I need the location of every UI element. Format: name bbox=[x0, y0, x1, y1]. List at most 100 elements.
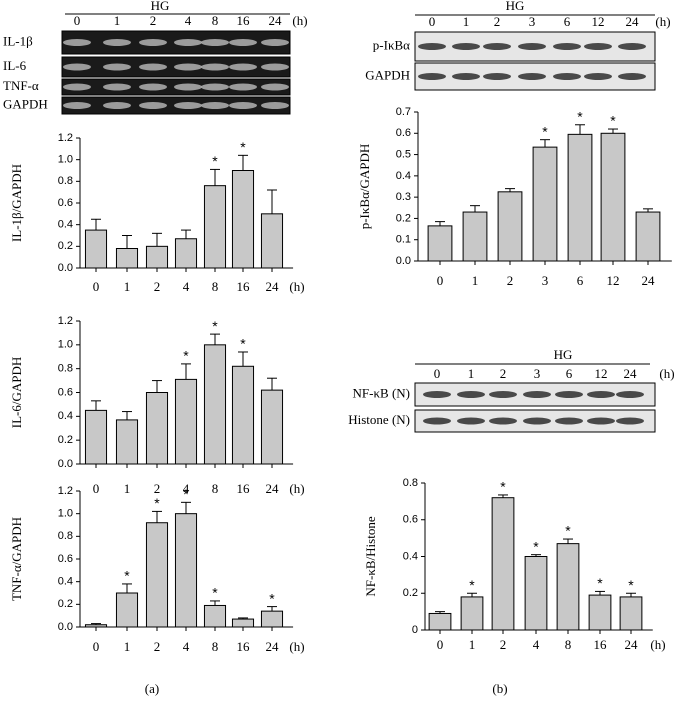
y-tick-label: 1.2 bbox=[58, 132, 73, 144]
bar bbox=[84, 229, 108, 269]
significance-marker: * bbox=[124, 568, 130, 584]
blot-band bbox=[489, 417, 517, 425]
y-axis-label: IL-1β/GAPDH bbox=[9, 164, 24, 242]
significance-marker: * bbox=[212, 318, 218, 334]
y-tick-label: 0.4 bbox=[403, 550, 418, 562]
bar bbox=[635, 211, 661, 262]
lane-label: 2 bbox=[150, 13, 157, 28]
lane-label: 1 bbox=[468, 366, 475, 381]
x-tick-label: 16 bbox=[594, 637, 608, 652]
bar bbox=[619, 596, 643, 631]
blot-band bbox=[523, 417, 551, 425]
bar bbox=[203, 604, 227, 628]
blot-band bbox=[201, 102, 229, 109]
y-tick-label: 0.4 bbox=[58, 576, 73, 588]
blot-band bbox=[139, 102, 167, 109]
blot-band bbox=[201, 39, 229, 46]
significance-marker: * bbox=[269, 590, 275, 606]
significance-marker: * bbox=[469, 577, 475, 593]
lane-label: 3 bbox=[534, 366, 541, 381]
blot-band bbox=[553, 73, 581, 80]
blot-row-label: p-IκBα bbox=[373, 37, 410, 52]
lane-unit: (h) bbox=[659, 366, 674, 381]
y-tick-label: 0.0 bbox=[58, 621, 73, 633]
blot-row-label: Histone (N) bbox=[348, 412, 410, 427]
y-tick-label: 0.6 bbox=[58, 197, 73, 209]
blot-band bbox=[518, 73, 546, 80]
blot-band bbox=[523, 391, 551, 398]
x-tick-label: 8 bbox=[212, 279, 219, 294]
x-tick-label: 16 bbox=[237, 639, 251, 654]
blot-header: HG bbox=[506, 0, 525, 13]
blot-band bbox=[201, 83, 229, 91]
blot-band bbox=[103, 83, 131, 91]
x-tick-label: 6 bbox=[577, 273, 584, 288]
y-tick-label: 0.6 bbox=[396, 127, 411, 139]
y-tick-label: 0.1 bbox=[396, 234, 411, 246]
blot-band bbox=[423, 417, 451, 425]
y-tick-label: 0.8 bbox=[403, 477, 418, 489]
y-tick-label: 0.0 bbox=[58, 262, 73, 274]
x-tick-label: 24 bbox=[642, 273, 656, 288]
significance-marker: * bbox=[183, 486, 189, 502]
blot-band bbox=[261, 63, 289, 71]
lane-label: 6 bbox=[564, 14, 571, 29]
bar bbox=[145, 392, 169, 465]
lane-label: 2 bbox=[500, 366, 507, 381]
bar bbox=[231, 170, 255, 269]
y-tick-label: 0.0 bbox=[396, 255, 411, 267]
blot-band bbox=[261, 102, 289, 109]
bar bbox=[203, 344, 227, 465]
y-tick-label: 0.2 bbox=[403, 587, 418, 599]
blot-band bbox=[174, 39, 202, 46]
y-axis-label: p-IκBα/GAPDH bbox=[357, 144, 372, 230]
lane-label: 24 bbox=[624, 366, 638, 381]
y-tick-label: 0.0 bbox=[58, 458, 73, 470]
x-tick-label: 2 bbox=[154, 639, 161, 654]
blot-band bbox=[103, 39, 131, 46]
bar bbox=[174, 513, 198, 628]
x-tick-label: 4 bbox=[183, 279, 190, 294]
blot-band bbox=[229, 39, 257, 46]
y-tick-label: 0.5 bbox=[396, 148, 411, 160]
lane-label: 12 bbox=[592, 14, 605, 29]
bar bbox=[174, 378, 198, 465]
y-tick-label: 0.8 bbox=[58, 363, 73, 375]
bar bbox=[84, 409, 108, 465]
x-tick-label: 2 bbox=[154, 481, 161, 496]
y-tick-label: 0.8 bbox=[58, 530, 73, 542]
bar bbox=[260, 389, 284, 465]
blot-band bbox=[103, 63, 131, 71]
significance-marker: * bbox=[597, 575, 603, 591]
bar bbox=[115, 419, 139, 465]
blot-row-label: GAPDH bbox=[3, 96, 48, 111]
blot-row-label: TNF-α bbox=[3, 78, 39, 93]
y-tick-label: 0.6 bbox=[58, 553, 73, 565]
blot-band bbox=[553, 43, 581, 50]
lane-label: 24 bbox=[269, 13, 283, 28]
bar bbox=[427, 225, 453, 262]
bar bbox=[174, 238, 198, 269]
blot-band bbox=[261, 39, 289, 46]
y-tick-label: 1.0 bbox=[58, 339, 73, 351]
blot-band bbox=[418, 43, 446, 50]
significance-marker: * bbox=[542, 123, 548, 139]
x-tick-label: 1 bbox=[124, 279, 131, 294]
bar bbox=[532, 146, 558, 262]
x-tick-label: 24 bbox=[625, 637, 639, 652]
blot-band bbox=[174, 102, 202, 109]
blot-band bbox=[139, 83, 167, 91]
panel-label: (b) bbox=[492, 681, 507, 696]
y-tick-label: 0.2 bbox=[58, 598, 73, 610]
x-tick-label: 16 bbox=[237, 481, 251, 496]
bar bbox=[588, 594, 612, 631]
y-tick-label: 1.2 bbox=[58, 485, 73, 497]
x-tick-label: 1 bbox=[472, 273, 479, 288]
x-tick-label: 8 bbox=[565, 637, 572, 652]
bar bbox=[497, 191, 523, 262]
y-tick-label: 0.2 bbox=[58, 434, 73, 446]
panel-label: (a) bbox=[145, 681, 159, 696]
blot-band bbox=[261, 83, 289, 91]
lane-label: 24 bbox=[626, 14, 640, 29]
